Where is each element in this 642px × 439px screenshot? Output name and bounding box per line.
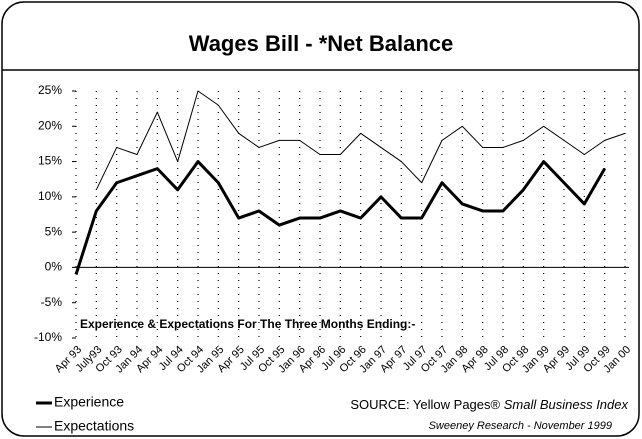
annotation: Experience & Expectations For The Three … (80, 317, 415, 331)
series-line (74, 160, 606, 275)
y-tick-label: 20% (38, 118, 62, 132)
legend-label: Expectations (54, 418, 134, 434)
y-tick-label: 0% (45, 260, 63, 274)
y-tick-label: 10% (38, 189, 62, 203)
y-tick-label: 5% (45, 224, 63, 238)
credit: Sweeney Research - November 1999 (429, 420, 612, 432)
source-text: SOURCE: Yellow Pages® (350, 397, 500, 412)
source: SOURCE: Yellow Pages® Small Business Ind… (350, 397, 628, 412)
chart-title: Wages Bill - *Net Balance (189, 31, 453, 56)
source-italic: Small Business Index (504, 397, 629, 412)
legend-label: Experience (54, 394, 124, 410)
y-tick-label: 25% (38, 83, 62, 97)
y-tick-label: -10% (34, 330, 62, 344)
series-line (95, 90, 626, 191)
y-tick-label: 15% (38, 154, 62, 168)
y-tick-label: -5% (41, 295, 63, 309)
